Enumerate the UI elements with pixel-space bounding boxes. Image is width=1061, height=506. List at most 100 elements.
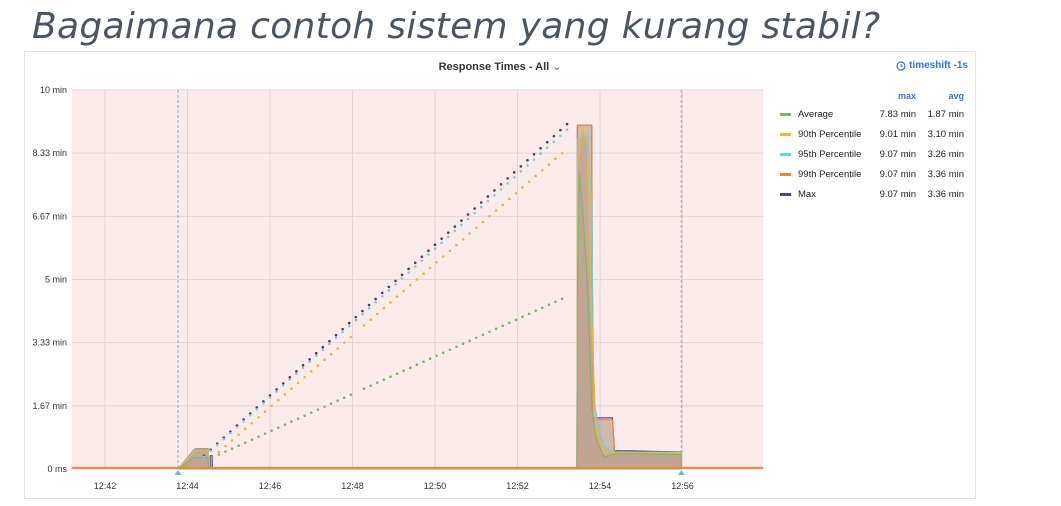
data-point bbox=[494, 209, 498, 212]
data-point bbox=[460, 223, 463, 227]
legend-item-label[interactable]: Average bbox=[798, 108, 834, 120]
legend-swatch bbox=[780, 172, 791, 176]
data-point bbox=[303, 414, 306, 417]
legend-col-max[interactable]: max bbox=[897, 91, 916, 101]
legend-item[interactable]: 99th Percentile 9.07 min 3.36 min bbox=[780, 164, 970, 184]
data-point bbox=[565, 122, 569, 126]
data-point bbox=[400, 277, 404, 280]
data-point bbox=[314, 351, 318, 355]
x-tick-label: 12:46 bbox=[259, 481, 282, 491]
legend-item-avg: 1.87 min bbox=[927, 108, 964, 120]
data-point bbox=[422, 272, 425, 276]
legend-item-avg: 3.10 min bbox=[927, 128, 964, 140]
legend-item-name[interactable]: Average bbox=[780, 109, 868, 120]
data-point bbox=[255, 406, 259, 409]
legend-item-label[interactable]: Max bbox=[798, 188, 816, 200]
data-point bbox=[349, 335, 353, 339]
data-point bbox=[255, 407, 259, 411]
data-point bbox=[453, 229, 457, 233]
data-point bbox=[488, 330, 491, 334]
data-point bbox=[309, 370, 313, 373]
clock-icon bbox=[896, 60, 906, 71]
data-point bbox=[481, 333, 485, 337]
data-point bbox=[321, 345, 325, 349]
legend-item-name[interactable]: 90th Percentile bbox=[780, 129, 868, 140]
data-point bbox=[382, 378, 386, 382]
data-point bbox=[407, 271, 410, 274]
data-point bbox=[224, 444, 227, 448]
data-point bbox=[328, 342, 331, 346]
data-point bbox=[402, 369, 405, 373]
data-point bbox=[507, 197, 511, 201]
data-point bbox=[547, 303, 551, 307]
legend-item-name[interactable]: Max bbox=[780, 189, 868, 200]
data-point bbox=[323, 358, 326, 362]
data-point bbox=[290, 420, 293, 423]
data-point bbox=[276, 426, 280, 429]
legend-item[interactable]: 95th Percentile 9.07 min 3.26 min bbox=[780, 144, 970, 164]
data-point bbox=[321, 348, 325, 352]
data-point bbox=[329, 402, 333, 405]
legend-item[interactable]: Max 9.07 min 3.36 min bbox=[780, 184, 970, 204]
data-point bbox=[354, 315, 358, 319]
data-point bbox=[446, 235, 450, 239]
y-tick-label: 5 min bbox=[45, 275, 67, 285]
data-point bbox=[250, 438, 254, 441]
y-tick-label: 3.33 min bbox=[32, 338, 67, 348]
data-point bbox=[539, 146, 542, 150]
data-point bbox=[235, 425, 239, 429]
panel-title-text[interactable]: Response Times - All bbox=[438, 61, 550, 73]
y-tick-label: 8.33 min bbox=[32, 148, 67, 158]
data-point bbox=[295, 372, 298, 375]
data-point bbox=[362, 324, 366, 327]
data-point bbox=[468, 339, 471, 343]
panel-title[interactable]: Response Times - All ⌄ bbox=[25, 60, 975, 73]
data-point bbox=[422, 360, 425, 364]
x-tick-label: 12:52 bbox=[506, 481, 529, 491]
data-point bbox=[400, 273, 404, 277]
data-point bbox=[334, 333, 338, 337]
legend-item-max: 9.07 min bbox=[879, 168, 916, 180]
data-point bbox=[435, 354, 438, 358]
data-point bbox=[488, 214, 491, 218]
data-point bbox=[468, 232, 471, 235]
y-tick-label: 10 min bbox=[40, 85, 67, 95]
data-point bbox=[507, 321, 511, 325]
legend-item-label[interactable]: 90th Percentile bbox=[798, 128, 862, 140]
legend-item[interactable]: 90th Percentile 9.01 min 3.10 min bbox=[780, 124, 970, 144]
data-point bbox=[308, 357, 311, 361]
legend-item[interactable]: Average 7.83 min 1.87 min bbox=[780, 104, 970, 124]
data-point bbox=[506, 177, 509, 180]
data-point bbox=[316, 408, 320, 411]
legend-item-label[interactable]: 99th Percentile bbox=[798, 168, 862, 180]
data-point bbox=[565, 128, 569, 132]
data-point bbox=[367, 303, 371, 307]
data-point bbox=[389, 301, 392, 304]
timeshift-label[interactable]: timeshift -1s bbox=[909, 60, 968, 71]
legend-item-avg: 3.26 min bbox=[927, 148, 964, 160]
legend-item-name[interactable]: 99th Percentile bbox=[780, 169, 868, 180]
legend-swatch bbox=[780, 192, 791, 196]
data-point bbox=[493, 193, 496, 197]
data-point bbox=[275, 390, 278, 393]
legend-item-name[interactable]: 95th Percentile bbox=[780, 149, 868, 160]
chevron-down-icon[interactable]: ⌄ bbox=[552, 61, 562, 73]
x-tick-label: 12:44 bbox=[176, 481, 199, 491]
legend-item-label[interactable]: 95th Percentile bbox=[798, 148, 862, 160]
y-tick-label: 6.67 min bbox=[32, 211, 67, 221]
data-point bbox=[408, 283, 412, 287]
data-point bbox=[481, 220, 485, 224]
timeshift-indicator[interactable]: timeshift -1s bbox=[896, 60, 968, 71]
data-point bbox=[512, 176, 516, 179]
legend-col-avg[interactable]: avg bbox=[948, 91, 964, 101]
legend-swatch bbox=[780, 132, 791, 136]
data-point bbox=[316, 364, 320, 367]
legend-item-max: 9.01 min bbox=[879, 128, 916, 140]
data-point bbox=[455, 345, 458, 349]
data-point bbox=[514, 318, 518, 322]
data-point bbox=[309, 411, 313, 414]
data-point bbox=[275, 388, 278, 391]
data-point bbox=[532, 152, 536, 156]
data-point bbox=[230, 447, 234, 450]
data-point bbox=[263, 432, 267, 435]
